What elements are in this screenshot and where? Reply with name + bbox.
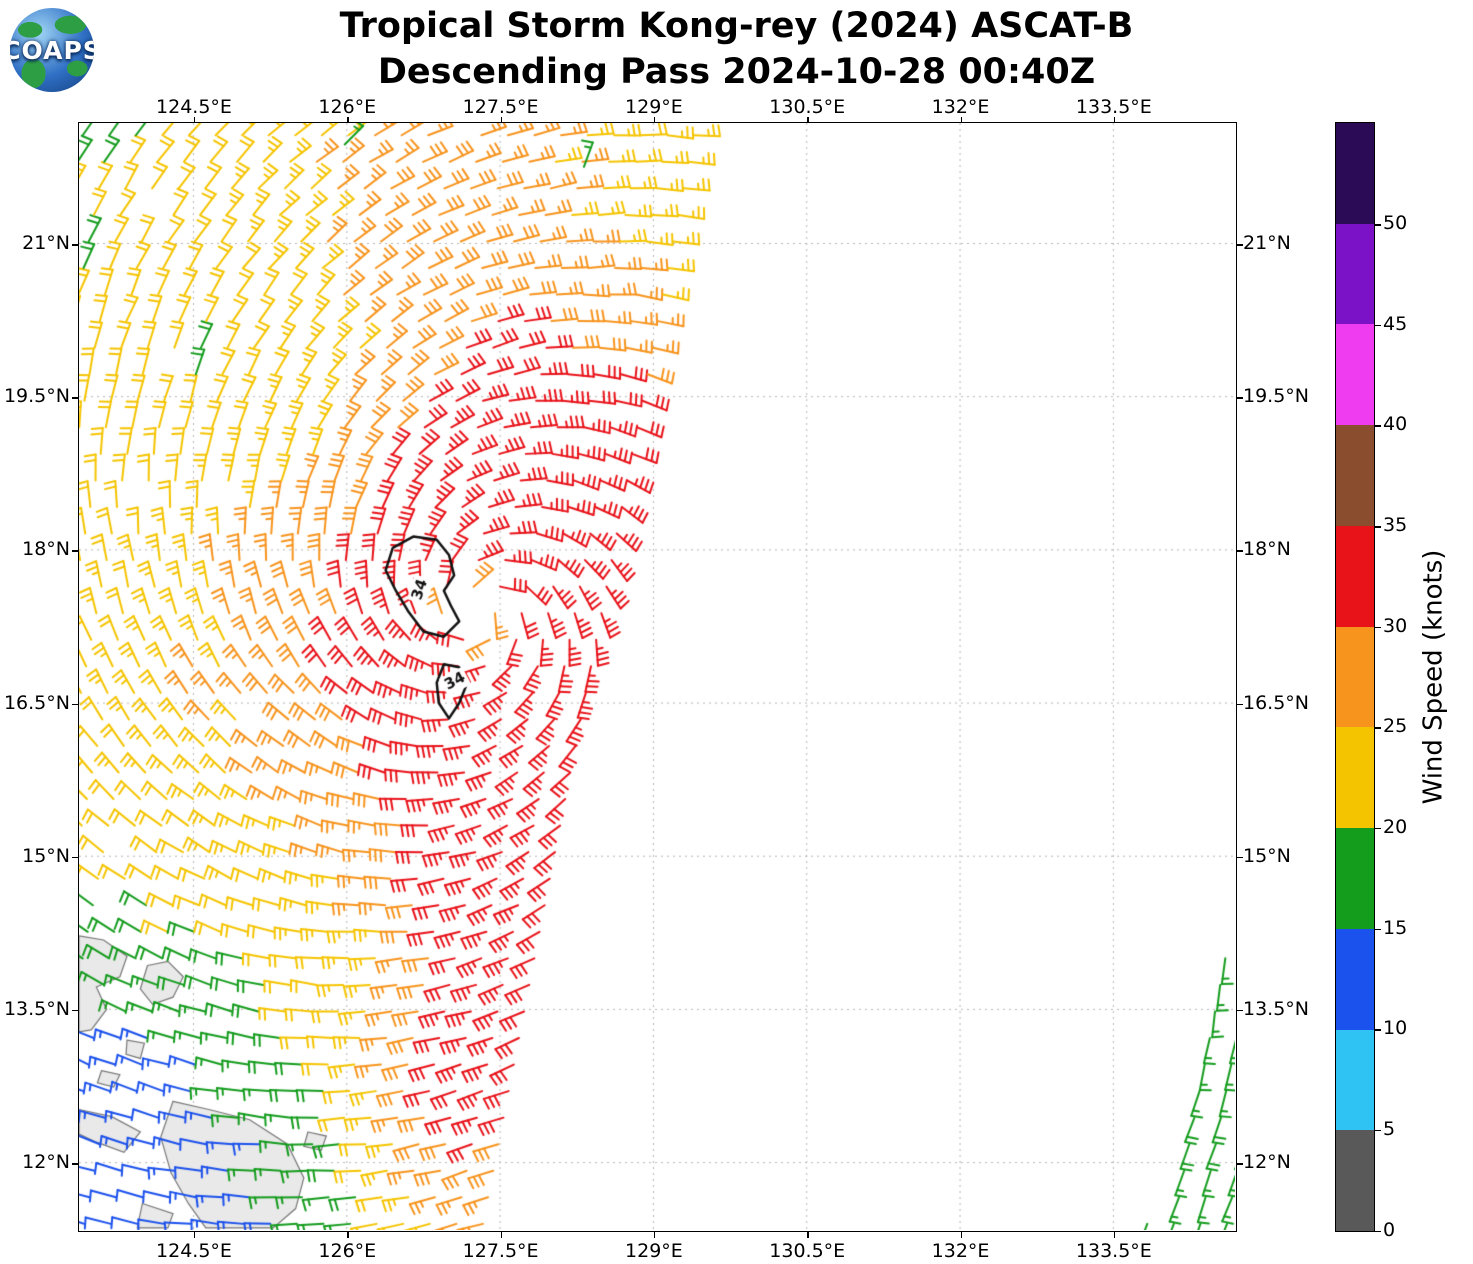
lat-tick-label-left: 21°N — [22, 232, 70, 254]
colorbar-band-20-25 — [1336, 727, 1374, 829]
lon-tick-label-top: 124.5°E — [156, 96, 232, 118]
tick-mark — [500, 1232, 503, 1238]
colorbar-band-35-40 — [1336, 425, 1374, 526]
coaps-logo-text: COAPS — [10, 35, 94, 65]
colorbar-band-15-20 — [1336, 828, 1374, 929]
lon-tick-label-top: 127.5°E — [462, 96, 539, 118]
lat-tick-label-right: 19.5°N — [1243, 385, 1310, 408]
lat-tick-label-right: 15°N — [1243, 844, 1291, 867]
tick-mark — [1375, 425, 1381, 427]
tick-mark — [1113, 1232, 1116, 1238]
lon-tick-label-top: 133.5°E — [1075, 96, 1152, 118]
colorbar-tick-label: 10 — [1383, 1017, 1408, 1040]
wind-barb-map-canvas — [79, 123, 1235, 1230]
tick-mark — [1237, 244, 1243, 246]
tick-mark — [193, 1232, 196, 1238]
lon-tick-label-bottom: 130.5°E — [769, 1240, 846, 1262]
colorbar-band-50-55 — [1336, 123, 1374, 224]
colorbar-band-0-5 — [1336, 1130, 1374, 1232]
colorbar-tick-label: 45 — [1383, 312, 1408, 335]
lat-tick-label-right: 21°N — [1243, 232, 1291, 254]
tick-mark — [1375, 1230, 1381, 1232]
tick-mark — [653, 116, 656, 123]
tick-mark — [1375, 928, 1381, 931]
tick-mark — [347, 116, 349, 123]
tick-mark — [71, 550, 78, 552]
tick-mark — [71, 397, 78, 399]
tick-mark — [1237, 856, 1243, 859]
tick-mark — [500, 116, 503, 123]
lon-tick-label-top: 130.5°E — [769, 96, 846, 118]
colorbar-tick-label: 50 — [1383, 212, 1408, 235]
colorbar-title: Wind Speed (knots) — [1405, 122, 1461, 1232]
tick-mark — [71, 1163, 78, 1165]
colorbar-tick-label: 30 — [1383, 614, 1408, 637]
colorbar-tick-label: 20 — [1383, 815, 1408, 838]
tick-mark — [960, 1232, 963, 1238]
lat-tick-label-left: 19.5°N — [3, 385, 70, 408]
lat-tick-label-left: 15°N — [22, 844, 70, 867]
tick-mark — [193, 116, 196, 123]
tick-mark — [1375, 727, 1381, 729]
tick-mark — [1375, 324, 1381, 327]
lon-tick-label-bottom: 129°E — [625, 1240, 683, 1262]
title-line-2: Descending Pass 2024-10-28 00:40Z — [377, 52, 1096, 92]
lon-tick-label-top: 129°E — [625, 96, 683, 118]
tick-mark — [71, 244, 78, 246]
colorbar-title-text: Wind Speed (knots) — [1418, 549, 1449, 805]
lat-tick-label-left: 12°N — [22, 1151, 70, 1174]
colorbar-band-30-35 — [1336, 525, 1374, 627]
tick-mark — [71, 856, 78, 859]
tick-mark — [1113, 116, 1116, 123]
tick-mark — [653, 1232, 656, 1238]
colorbar-band-45-50 — [1336, 223, 1374, 325]
coaps-logo: COAPS — [10, 8, 94, 92]
tick-mark — [1375, 1029, 1381, 1031]
colorbar-tick-label: 25 — [1383, 715, 1408, 738]
lat-tick-label-right: 13.5°N — [1243, 997, 1310, 1020]
tick-mark — [1237, 1009, 1243, 1012]
tick-mark — [960, 116, 963, 123]
lon-tick-label-top: 132°E — [931, 96, 990, 118]
lat-tick-label-right: 12°N — [1243, 1151, 1291, 1174]
colorbar-tick-label: 0 — [1383, 1218, 1396, 1241]
lon-tick-label-bottom: 126°E — [318, 1240, 377, 1262]
tick-mark — [347, 1232, 349, 1238]
colorbar-tick-label: 40 — [1383, 413, 1408, 436]
lon-tick-label-bottom: 132°E — [931, 1240, 990, 1262]
colorbar-band-10-15 — [1336, 928, 1374, 1030]
tick-mark — [1375, 626, 1381, 629]
lat-tick-label-right: 16.5°N — [1243, 691, 1310, 714]
colorbar — [1335, 122, 1375, 1232]
map-plot — [78, 122, 1237, 1232]
tick-mark — [807, 116, 809, 123]
lon-tick-label-bottom: 124.5°E — [156, 1240, 232, 1262]
lat-tick-label-right: 18°N — [1243, 538, 1291, 561]
lat-tick-label-left: 18°N — [22, 538, 70, 561]
tick-mark — [1375, 526, 1381, 528]
tick-mark — [71, 703, 78, 706]
colorbar-band-40-45 — [1336, 324, 1374, 426]
tick-mark — [1237, 397, 1243, 399]
lat-tick-label-left: 13.5°N — [3, 997, 70, 1020]
tick-mark — [1375, 224, 1381, 226]
lat-tick-label-left: 16.5°N — [3, 691, 70, 714]
tick-mark — [1375, 827, 1381, 830]
tick-mark — [807, 1232, 809, 1238]
colorbar-tick-label: 35 — [1383, 514, 1408, 537]
tick-mark — [1237, 550, 1243, 552]
colorbar-tick-label: 5 — [1383, 1117, 1396, 1140]
tick-mark — [1237, 703, 1243, 706]
tick-mark — [1237, 1163, 1243, 1165]
tick-mark — [71, 1009, 78, 1012]
lon-tick-label-bottom: 133.5°E — [1075, 1240, 1152, 1262]
lon-tick-label-bottom: 127.5°E — [462, 1240, 539, 1262]
tick-mark — [1375, 1129, 1381, 1132]
lon-tick-label-top: 126°E — [318, 96, 377, 118]
title-line-1: Tropical Storm Kong-rey (2024) ASCAT-B — [339, 6, 1134, 46]
colorbar-band-25-30 — [1336, 626, 1374, 728]
colorbar-tick-label: 15 — [1383, 916, 1408, 939]
colorbar-band-5-10 — [1336, 1029, 1374, 1131]
